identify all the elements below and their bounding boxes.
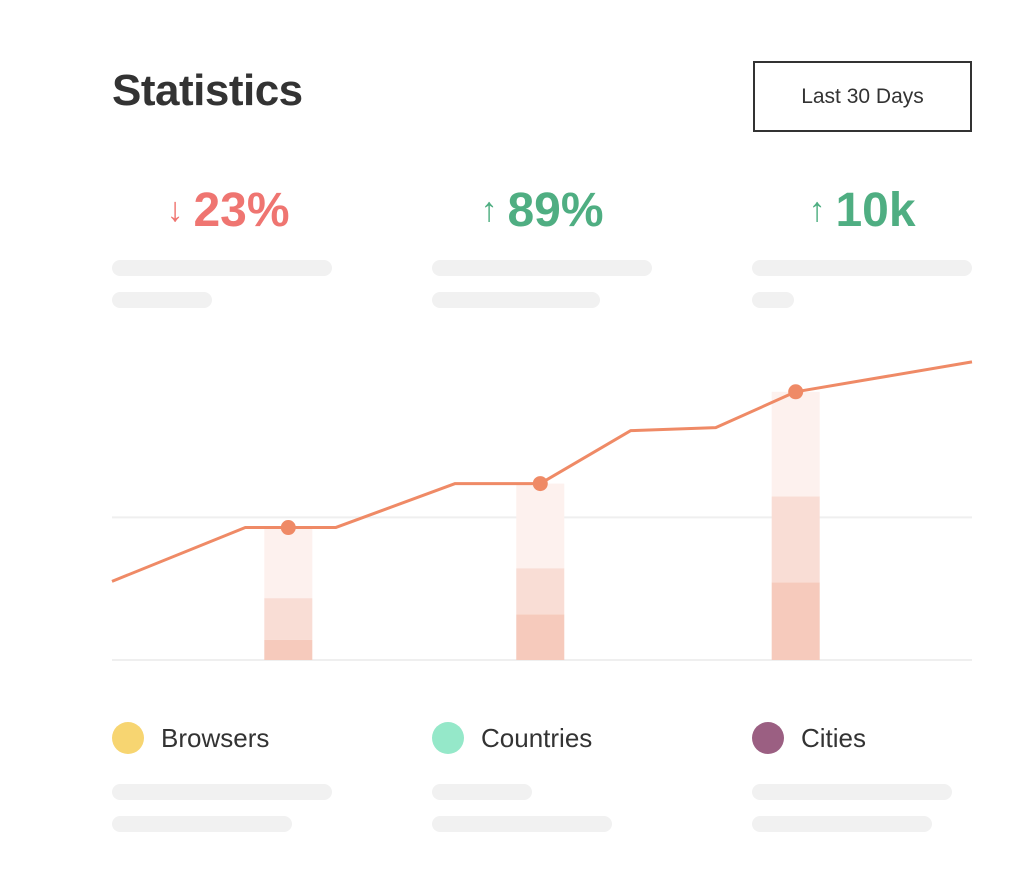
date-range-button[interactable]: Last 30 Days (753, 61, 972, 132)
placeholder-line (752, 816, 932, 832)
legend-cities: Cities (752, 722, 866, 754)
legend-label: Countries (481, 722, 593, 753)
placeholder-line (112, 260, 332, 276)
stat-value: 10k (835, 183, 916, 237)
bar-segment (771, 582, 820, 660)
bar-segment (516, 614, 565, 660)
placeholder-line (432, 260, 652, 276)
stat-value: 23% (193, 183, 290, 237)
page-title: Statistics (112, 66, 303, 115)
data-point (280, 520, 296, 536)
stat-value: 89% (507, 183, 604, 237)
stat-countries: ↑ 89% (432, 180, 652, 240)
legend-dot-icon (432, 722, 464, 754)
placeholder-line (432, 292, 600, 308)
bar-segment (516, 483, 565, 569)
bar-segment (264, 598, 313, 640)
bar-segment (264, 639, 313, 660)
arrow-down-icon: ↓ (166, 190, 184, 229)
stat-browsers: ↓ 23% (118, 180, 338, 240)
placeholder-line (752, 260, 972, 276)
arrow-up-icon: ↑ (808, 190, 826, 229)
data-point (788, 384, 804, 400)
placeholder-line (112, 292, 212, 308)
legend-label: Browsers (161, 722, 270, 753)
placeholder-line (752, 292, 794, 308)
placeholder-line (432, 816, 612, 832)
legend-countries: Countries (432, 722, 592, 754)
placeholder-line (112, 784, 332, 800)
bar-segment (516, 568, 565, 615)
legend-label: Cities (801, 722, 867, 753)
placeholder-line (752, 784, 952, 800)
arrow-up-icon: ↑ (480, 190, 498, 229)
legend-browsers: Browsers (112, 722, 269, 754)
placeholder-line (432, 784, 532, 800)
bar-segment (771, 391, 820, 497)
legend-dot-icon (752, 722, 784, 754)
stat-cities: ↑ 10k (752, 180, 972, 240)
bar-segment (771, 496, 820, 583)
bar-segment (264, 527, 313, 599)
placeholder-line (112, 816, 292, 832)
data-point (532, 476, 548, 492)
legend-dot-icon (112, 722, 144, 754)
